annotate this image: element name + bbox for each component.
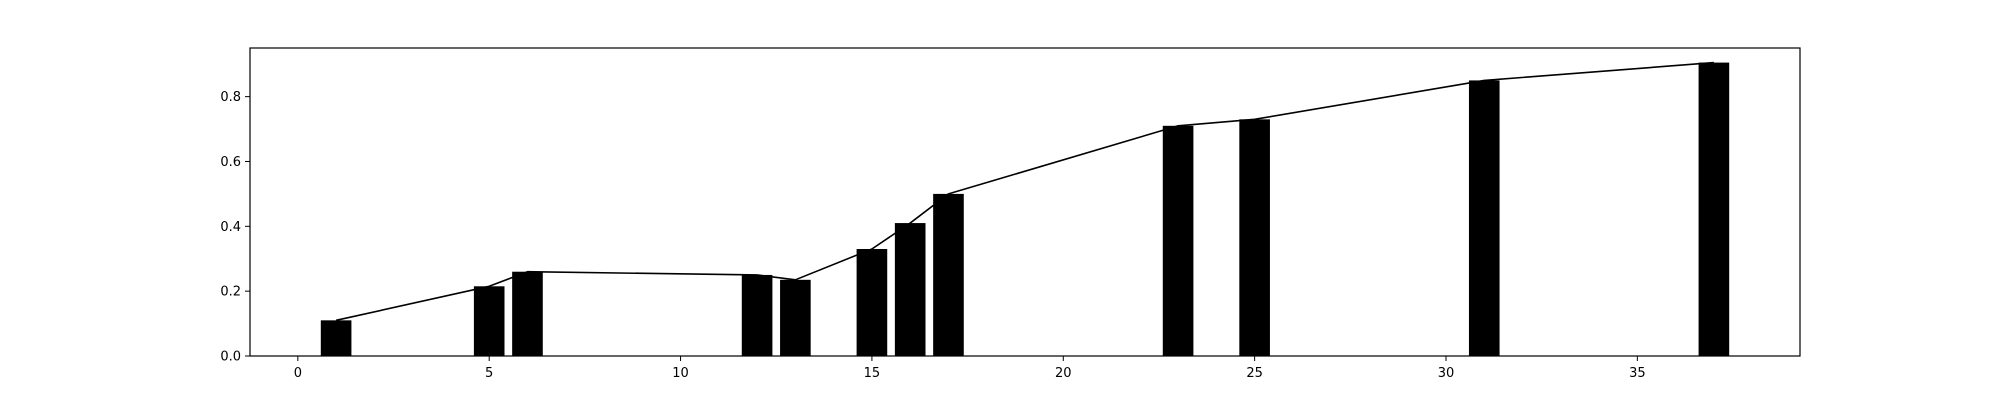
y-tick-label: 0.8 xyxy=(220,90,241,105)
bars-layer xyxy=(320,62,1730,357)
bar xyxy=(1468,80,1500,357)
x-tick-label: 10 xyxy=(672,366,689,381)
line-layer xyxy=(335,61,1714,322)
bar xyxy=(320,320,352,356)
bar xyxy=(780,279,811,356)
y-tick-label: 0.0 xyxy=(220,350,241,365)
y-axis: 0.0 0.2 0.4 0.6 0.8 xyxy=(220,90,250,365)
x-tick-label: 0 xyxy=(294,366,302,381)
bar xyxy=(894,223,926,356)
bar xyxy=(1698,62,1730,357)
x-axis: 0 5 10 15 20 25 30 35 xyxy=(294,356,1646,381)
bar xyxy=(856,249,888,356)
bar xyxy=(1162,125,1194,356)
x-tick-label: 25 xyxy=(1246,366,1263,381)
bar xyxy=(512,271,543,356)
y-tick-label: 0.4 xyxy=(220,220,241,235)
x-tick-label: 5 xyxy=(485,366,493,381)
x-tick-label: 35 xyxy=(1629,366,1646,381)
bar xyxy=(1239,119,1270,356)
bar xyxy=(933,193,964,356)
x-tick-label: 15 xyxy=(864,366,881,381)
bar xyxy=(741,274,773,356)
x-tick-label: 30 xyxy=(1438,366,1455,381)
y-tick-label: 0.6 xyxy=(220,155,241,170)
x-tick-label: 20 xyxy=(1055,366,1072,381)
trend-line xyxy=(335,61,1714,322)
y-tick-label: 0.2 xyxy=(220,285,241,300)
plot-frame xyxy=(249,47,1801,357)
bar xyxy=(473,286,505,356)
